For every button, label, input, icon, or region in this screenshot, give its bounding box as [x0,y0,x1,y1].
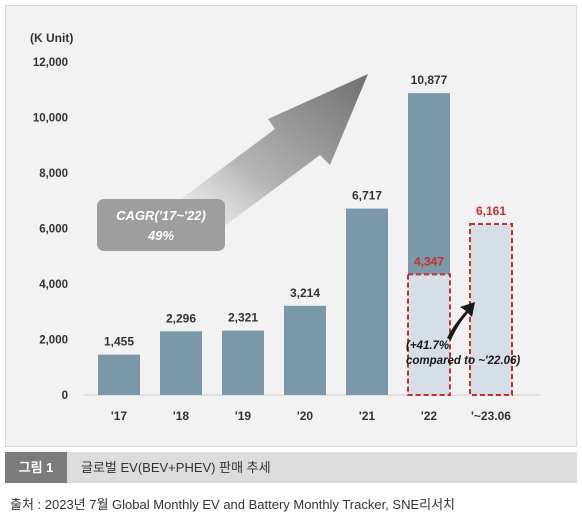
x-tick-label: '18 [173,409,190,423]
y-tick-label: 6,000 [39,224,68,236]
bar-value-label: 10,877 [411,73,448,87]
y-tick-label: 0 [62,390,68,402]
ev-sales-chart: (K Unit) 0 2,000 4,000 6,000 8,000 10,000 12,0… [30,31,540,423]
x-tick-label: '21 [359,409,376,423]
y-tick-label: 12,000 [33,57,68,69]
x-axis: '17 '18 '19 '20 '21 '22 '~23.06 [111,409,511,423]
unit-label: (K Unit) [30,31,73,45]
cagr-label: CAGR('17~'22) [116,208,206,223]
bar [160,331,202,395]
y-tick-label: 10,000 [33,113,68,125]
bar-value-label: 2,321 [228,311,258,325]
source-citation: 출처 : 2023년 7월 Global Monthly EV and Batt… [10,497,456,512]
bar-value-label: 1,455 [104,335,134,349]
x-tick-label: '19 [235,409,252,423]
figure-caption-text: 글로벌 EV(BEV+PHEV) 판매 추세 [81,460,271,475]
growth-annotation-line1: (+41.7% [406,340,449,352]
bar [284,305,326,395]
x-tick-label: '20 [297,409,314,423]
y-tick-label: 4,000 [39,279,68,291]
bar-ytd-2023 [469,223,513,396]
bars: 1,455 2,296 2,321 3,214 6,717 4,347 10,877 6,16… [98,73,513,397]
bar-value-label: 6,717 [352,189,382,203]
figure-caption-bar: 그림 1 글로벌 EV(BEV+PHEV) 판매 추세 [5,452,577,483]
bar-value-label: 2,296 [166,311,196,325]
bar-value-label: 3,214 [290,286,320,300]
x-tick-label: '22 [421,409,438,423]
bar-h1-2022-highlight [407,273,451,397]
x-tick-label: '~23.06 [471,409,511,423]
cagr-box [97,199,225,251]
bar-value-label: 6,161 [476,204,506,218]
y-axis: 0 2,000 4,000 6,000 8,000 10,000 12,000 [33,57,68,402]
growth-curved-arrow-icon [447,302,475,340]
cagr-callout: CAGR('17~'22) 49% [97,199,225,251]
bar [222,330,264,395]
growth-annotation-line2: compared to ~'22.06) [406,355,520,367]
y-tick-label: 8,000 [39,168,68,180]
bar [346,208,388,395]
bar [98,354,140,395]
figure-number-tag: 그림 1 [5,452,67,483]
x-tick-label: '17 [111,409,128,423]
cagr-value: 49% [147,228,174,243]
highlight-value-label: 4,347 [414,254,444,268]
y-tick-label: 2,000 [39,335,68,347]
